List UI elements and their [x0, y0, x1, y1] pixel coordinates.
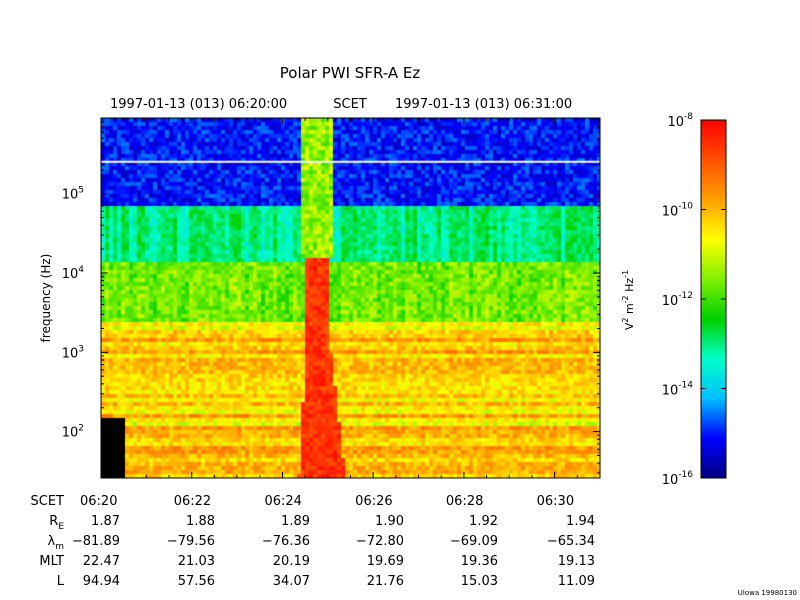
colorbar-tick-label: 10-12 [662, 291, 693, 309]
colorbar-label: V2 m-2 Hz-1 [621, 270, 636, 330]
y-tick-label: 104 [62, 265, 85, 282]
ephemeris-value: −81.89 [72, 534, 120, 549]
scet-header-label: SCET [333, 97, 367, 112]
ephemeris-value: 06:20 [80, 494, 117, 509]
ephemeris-value: 06:22 [174, 494, 211, 509]
y-axis-label: frequency (Hz) [39, 254, 53, 343]
credit-label: Ulowa 19980130 [738, 589, 797, 597]
ephemeris-value: −76.36 [262, 534, 310, 549]
ephemeris-value: 11.09 [558, 574, 595, 589]
ephemeris-value: 57.56 [178, 574, 215, 589]
spectrogram-image [101, 118, 600, 478]
ephemeris-row-label: L [57, 574, 65, 589]
ephemeris-value: 94.94 [83, 574, 120, 589]
ephemeris-value: 1.87 [91, 514, 120, 529]
ephemeris-value: 1.88 [186, 514, 215, 529]
ephemeris-value: −79.56 [167, 534, 215, 549]
ephemeris-value: 1.90 [375, 514, 404, 529]
ephemeris-value: 06:26 [355, 494, 392, 509]
ephemeris-value: 21.03 [178, 554, 215, 569]
time-end-label: 1997-01-13 (013) 06:31:00 [395, 97, 572, 112]
y-axis-ticks: 102 103 104 105 [62, 117, 600, 474]
ephemeris-value: 19.13 [558, 554, 595, 569]
ephemeris-value: 19.69 [367, 554, 404, 569]
y-tick-label: 103 [62, 344, 84, 361]
ephemeris-row-label: SCET [31, 494, 65, 509]
ephemeris-value: 06:24 [264, 494, 301, 509]
ephemeris-value: 06:28 [446, 494, 483, 509]
ephemeris-value: 06:30 [537, 494, 574, 509]
y-tick-label: 102 [62, 424, 84, 441]
y-tick-label: 105 [62, 186, 84, 203]
colorbar-tick-label: 10-10 [662, 202, 694, 220]
ephemeris-table: SCET 06:20 06:22 06:24 06:26 06:28 06:30 RE 1.87… [31, 494, 595, 589]
spectrogram-heatmap [101, 118, 600, 478]
x-axis-ticks [100, 118, 601, 478]
chart-title: Polar PWI SFR-A Ez [280, 64, 421, 82]
ephemeris-row-label: RE [49, 514, 64, 532]
colorbar-tick-label: 10-8 [667, 112, 693, 130]
ephemeris-row-label: MLT [39, 554, 64, 569]
ephemeris-value: 22.47 [83, 554, 120, 569]
ephemeris-value: 1.94 [566, 514, 595, 529]
ephemeris-value: 21.76 [367, 574, 404, 589]
ephemeris-value: 34.07 [273, 574, 310, 589]
ephemeris-value: 20.19 [273, 554, 310, 569]
ephemeris-value: −72.80 [356, 534, 404, 549]
ephemeris-value: 15.03 [461, 574, 498, 589]
colorbar-tick-label: 10-14 [662, 381, 694, 399]
ephemeris-value: −69.09 [450, 534, 498, 549]
ephemeris-value: 19.36 [461, 554, 498, 569]
ephemeris-value: −65.34 [547, 534, 595, 549]
colorbar-tick-label: 10-16 [662, 470, 694, 488]
colorbar: 10-8 10-10 10-12 10-14 10-16 [662, 112, 727, 488]
ephemeris-row-label: λm [48, 534, 64, 552]
ephemeris-value: 1.89 [281, 514, 310, 529]
time-start-label: 1997-01-13 (013) 06:20:00 [110, 97, 287, 112]
ephemeris-value: 1.92 [469, 514, 498, 529]
